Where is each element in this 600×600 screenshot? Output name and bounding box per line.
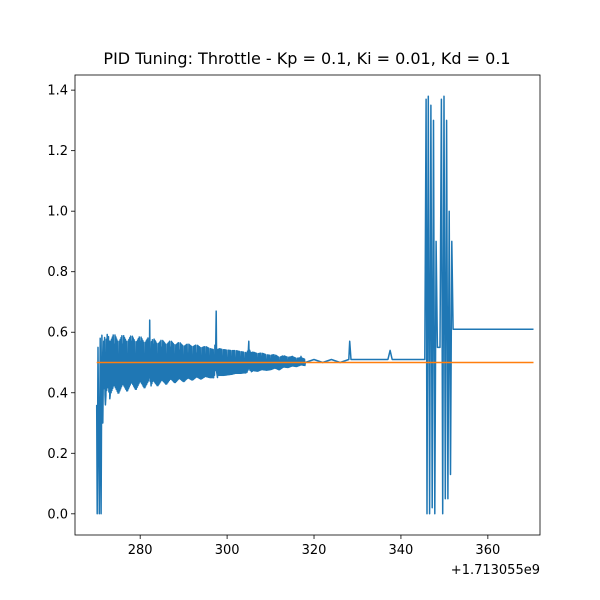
axes: 280 300 320 340 360 0.0 0.2 0.4 0.6 0.8 1.0 1.2 1.4 — [47, 74, 541, 558]
x-tick-label: 340 — [389, 543, 414, 558]
chart-title: PID Tuning: Throttle - Kp = 0.1, Ki = 0.… — [103, 49, 510, 68]
x-tick-label: 300 — [215, 543, 240, 558]
plot-area — [95, 95, 534, 515]
x-tick-label: 280 — [128, 543, 153, 558]
series-line-0 — [95, 95, 534, 515]
x-tick-label: 320 — [302, 543, 327, 558]
y-tick-label: 0.2 — [47, 447, 68, 462]
y-tick-label: 1.4 — [47, 84, 68, 99]
y-tick-label: 0.4 — [47, 386, 68, 401]
y-tick-label: 0.0 — [47, 507, 68, 522]
y-tick-label: 0.6 — [47, 326, 68, 341]
y-tick-label: 1.0 — [47, 205, 68, 220]
y-tick-label: 1.2 — [47, 144, 68, 159]
y-tick-label: 0.8 — [47, 265, 68, 280]
x-tick-label: 360 — [475, 543, 500, 558]
axes-frame — [74, 74, 541, 536]
x-offset-label: +1.713055e9 — [451, 563, 540, 578]
